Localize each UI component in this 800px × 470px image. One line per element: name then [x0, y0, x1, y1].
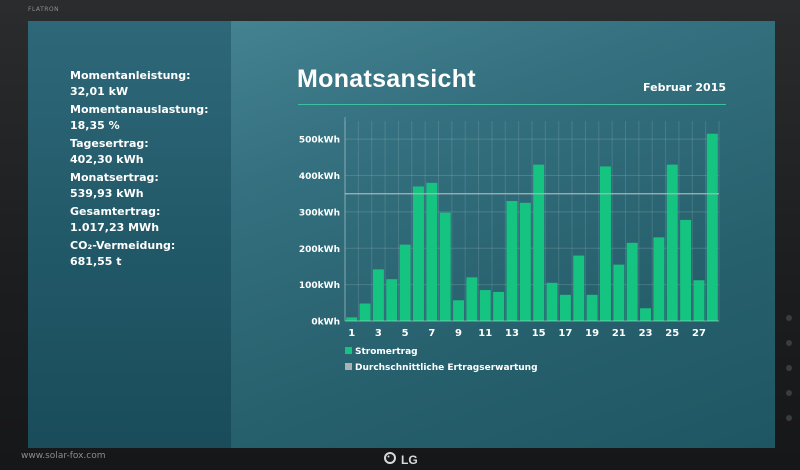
x-tick-label: 13	[505, 328, 519, 339]
bar-day-3	[372, 269, 384, 321]
legend-label: Durchschnittliche Ertragserwartung	[355, 363, 538, 373]
stat-label: Tagesertrag:	[70, 137, 149, 150]
website-url: www.solar-fox.com	[21, 451, 106, 461]
stat-value: 681,55 t	[70, 255, 122, 268]
monitor-button[interactable]	[786, 390, 792, 396]
bar-day-5	[399, 244, 411, 321]
stat-value: 1.017,23 MWh	[70, 221, 160, 234]
stat-value: 539,93 kWh	[70, 187, 144, 200]
stat-current-utilization: Momentanauslastung: 18,35 %	[70, 102, 209, 134]
bar-day-1	[346, 317, 358, 321]
x-tick-label: 1	[348, 328, 355, 339]
bar-day-6	[412, 186, 424, 321]
power-button[interactable]	[786, 415, 792, 421]
stat-label: Gesamtertrag:	[70, 205, 161, 218]
bar-day-27	[693, 280, 705, 321]
bar-day-25	[666, 164, 678, 321]
x-tick-label: 5	[402, 328, 409, 339]
lg-logo-icon	[384, 452, 396, 464]
legend-label: Stromertrag	[355, 347, 418, 357]
bar-day-24	[653, 237, 665, 321]
stat-value: 32,01 kW	[70, 85, 129, 98]
bar-day-14	[519, 202, 531, 321]
bar-day-23	[640, 308, 652, 321]
bar-day-10	[466, 277, 478, 321]
bar-day-4	[386, 279, 398, 321]
lg-logo-text: LG	[401, 453, 418, 467]
monitor-brand-label: FLATRON	[28, 6, 60, 13]
bar-day-13	[506, 201, 518, 321]
bar-day-26	[680, 219, 692, 321]
x-tick-label: 21	[612, 328, 626, 339]
stats-panel: Momentanleistung: 32,01 kW Momentanausla…	[28, 21, 231, 448]
x-tick-label: 15	[532, 328, 546, 339]
page-title: Monatsansicht	[297, 65, 476, 93]
legend-item-yield: Stromertrag	[345, 347, 418, 357]
stat-label: Momentanauslastung:	[70, 103, 209, 116]
bar-day-20	[599, 166, 611, 321]
x-tick-label: 27	[692, 328, 706, 339]
display-screen: Momentanleistung: 32,01 kW Momentanausla…	[28, 21, 775, 448]
monitor-button[interactable]	[786, 315, 792, 321]
bar-day-11	[479, 290, 491, 321]
bar-day-19	[586, 294, 598, 321]
y-tick-label: 500kWh	[299, 136, 340, 146]
stat-label: Momentanleistung:	[70, 69, 191, 82]
stat-value: 402,30 kWh	[70, 153, 144, 166]
monitor-button[interactable]	[786, 365, 792, 371]
stat-label: CO₂-Vermeidung:	[70, 239, 176, 252]
x-tick-label: 9	[455, 328, 462, 339]
stat-label: Monatsertrag:	[70, 171, 159, 184]
stat-current-power: Momentanleistung: 32,01 kW	[70, 68, 191, 100]
y-tick-label: 400kWh	[299, 172, 340, 182]
bar-day-7	[426, 182, 438, 321]
x-tick-label: 3	[375, 328, 382, 339]
stat-daily-yield: Tagesertrag: 402,30 kWh	[70, 136, 149, 168]
bar-day-8	[439, 212, 451, 321]
bar-day-9	[453, 300, 465, 321]
bar-day-21	[613, 264, 625, 321]
legend-swatch-yield	[345, 347, 352, 354]
monitor-button[interactable]	[786, 340, 792, 346]
period-label: Februar 2015	[643, 81, 726, 94]
bar-day-18	[573, 255, 585, 321]
x-tick-label: 17	[558, 328, 572, 339]
title-divider	[298, 104, 726, 105]
bar-day-16	[546, 282, 558, 321]
bar-day-15	[533, 164, 545, 321]
bar-day-22	[626, 242, 638, 321]
bar-day-17	[559, 294, 571, 321]
stat-total-yield: Gesamtertrag: 1.017,23 MWh	[70, 204, 160, 236]
y-tick-label: 200kWh	[299, 245, 340, 255]
y-tick-label: 100kWh	[299, 281, 340, 291]
stat-monthly-yield: Monatsertrag: 539,93 kWh	[70, 170, 159, 202]
x-tick-label: 11	[478, 328, 492, 339]
x-tick-label: 7	[428, 328, 435, 339]
legend-item-expected: Durchschnittliche Ertragserwartung	[345, 363, 538, 373]
x-tick-label: 19	[585, 328, 599, 339]
legend-swatch-expected	[345, 363, 352, 370]
y-tick-label: 0kWh	[311, 318, 340, 328]
stat-value: 18,35 %	[70, 119, 120, 132]
x-tick-label: 23	[639, 328, 653, 339]
y-tick-label: 300kWh	[299, 208, 340, 218]
bar-day-12	[493, 291, 505, 321]
bar-day-2	[359, 303, 371, 321]
bar-day-28	[706, 133, 718, 321]
x-tick-label: 25	[665, 328, 679, 339]
stat-co2-avoidance: CO₂-Vermeidung: 681,55 t	[70, 238, 175, 270]
